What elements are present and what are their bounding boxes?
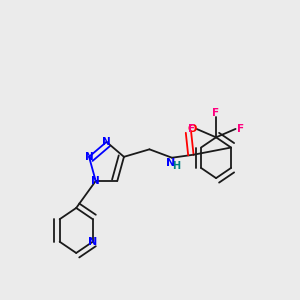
- Text: N: N: [102, 137, 111, 147]
- Text: N: N: [88, 237, 98, 247]
- Text: F: F: [237, 124, 244, 134]
- Text: H: H: [172, 161, 180, 171]
- Text: N: N: [85, 152, 93, 162]
- Text: O: O: [188, 124, 197, 134]
- Text: N: N: [166, 158, 175, 168]
- Text: F: F: [188, 124, 195, 134]
- Text: F: F: [212, 108, 220, 118]
- Text: N: N: [91, 176, 100, 186]
